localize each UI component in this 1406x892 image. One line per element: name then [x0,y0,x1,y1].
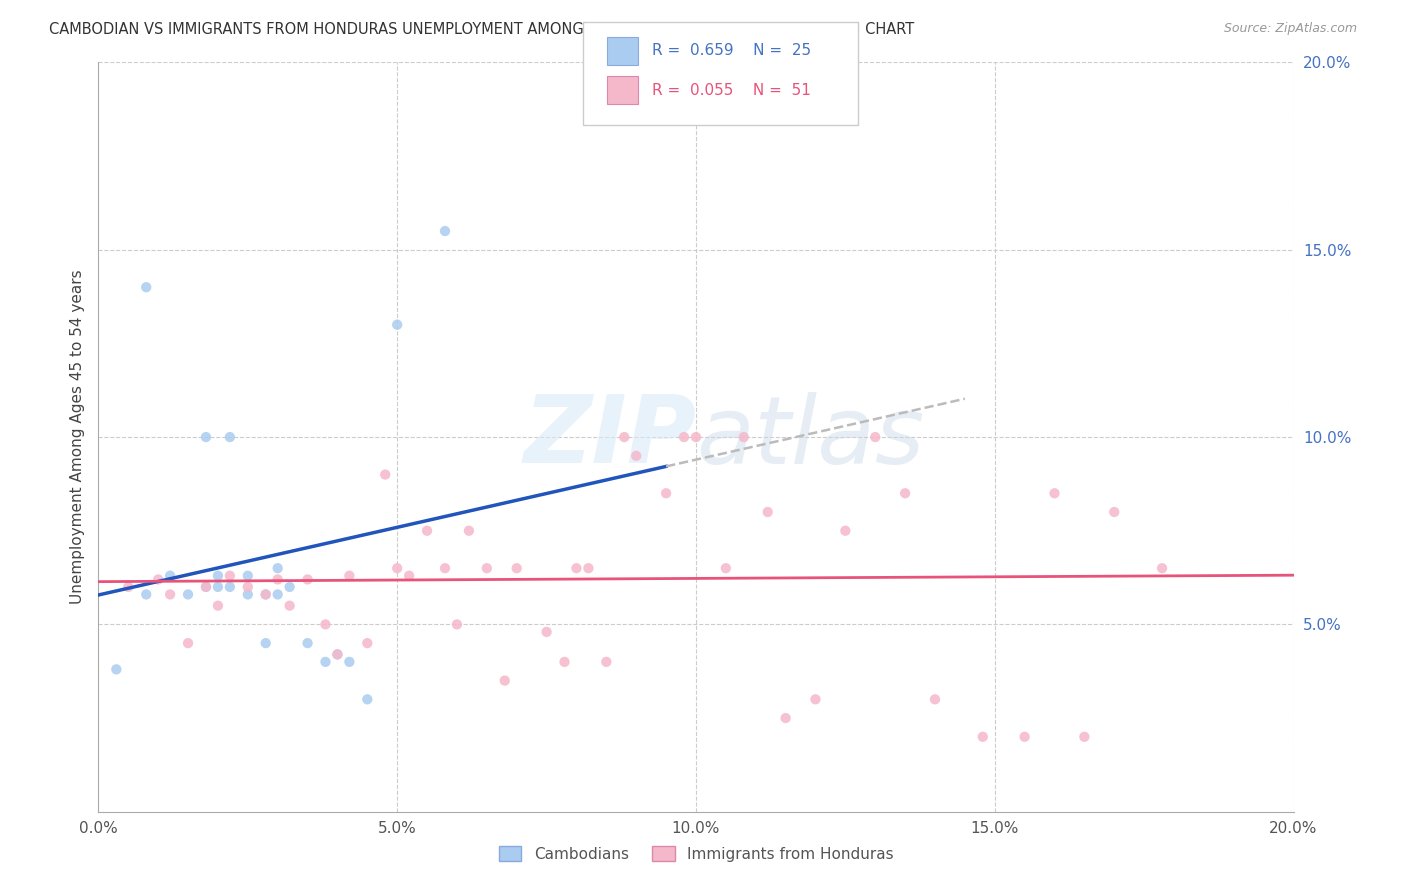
Point [685,430,707,444]
Point [626,449,648,463]
Point [733,430,755,444]
Point [613,430,636,444]
Point [972,730,994,744]
Point [177,636,200,650]
Point [385,561,409,575]
Point [195,580,218,594]
Text: R =  0.659    N =  25: R = 0.659 N = 25 [652,44,811,58]
Point [219,430,242,444]
Legend: Cambodians, Immigrants from Honduras: Cambodians, Immigrants from Honduras [492,840,900,868]
Point [254,636,277,650]
Point [117,580,139,594]
Point [434,224,457,238]
Point [1014,730,1036,744]
Point [775,711,797,725]
Point [267,587,290,601]
Text: atlas: atlas [696,392,924,483]
Point [804,692,827,706]
Point [578,561,600,575]
Point [236,580,259,594]
Point [673,430,696,444]
Point [565,561,588,575]
Point [278,580,301,594]
Point [385,318,409,332]
Point [475,561,498,575]
Text: R =  0.055    N =  51: R = 0.055 N = 51 [652,83,811,97]
Point [148,573,170,587]
Point [267,573,290,587]
Point [494,673,516,688]
Point [1043,486,1066,500]
Point [924,692,946,706]
Point [595,655,617,669]
Point [1152,561,1174,575]
Point [254,587,277,601]
Point [834,524,856,538]
Point [446,617,468,632]
Point [398,568,420,582]
Text: CAMBODIAN VS IMMIGRANTS FROM HONDURAS UNEMPLOYMENT AMONG AGES 45 TO 54 YEARS COR: CAMBODIAN VS IMMIGRANTS FROM HONDURAS UN… [49,22,914,37]
Point [159,587,181,601]
Point [339,568,361,582]
Point [135,280,157,294]
Point [536,624,558,639]
Point [506,561,529,575]
Point [894,486,917,500]
Point [416,524,439,538]
Y-axis label: Unemployment Among Ages 45 to 54 years: Unemployment Among Ages 45 to 54 years [69,269,84,605]
Point [278,599,301,613]
Point [374,467,396,482]
Point [356,692,378,706]
Point [458,524,481,538]
Point [236,568,259,582]
Point [1073,730,1095,744]
Point [177,587,200,601]
Point [315,617,337,632]
Point [207,568,229,582]
Point [236,587,259,601]
Point [207,580,229,594]
Point [434,561,457,575]
Point [315,655,337,669]
Point [865,430,887,444]
Point [356,636,378,650]
Point [219,568,242,582]
Point [554,655,576,669]
Point [756,505,779,519]
Point [159,568,181,582]
Text: ZIP: ZIP [523,391,696,483]
Point [326,648,349,662]
Point [339,655,361,669]
Point [219,580,242,594]
Text: Source: ZipAtlas.com: Source: ZipAtlas.com [1223,22,1357,36]
Point [195,580,218,594]
Point [1104,505,1126,519]
Point [135,587,157,601]
Point [655,486,678,500]
Point [297,636,319,650]
Point [714,561,737,575]
Point [195,430,218,444]
Point [297,573,319,587]
Point [207,599,229,613]
Point [254,587,277,601]
Point [326,648,349,662]
Point [105,662,128,676]
Point [267,561,290,575]
